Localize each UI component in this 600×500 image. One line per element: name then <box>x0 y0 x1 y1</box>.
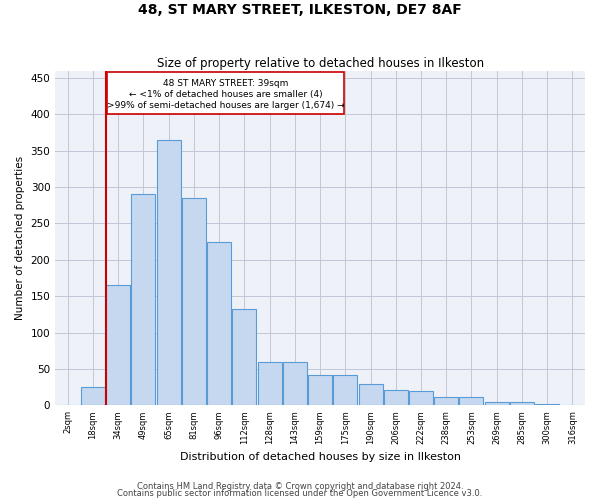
Bar <box>257 362 281 406</box>
Bar <box>308 375 332 406</box>
Bar <box>131 194 155 406</box>
Text: >99% of semi-detached houses are larger (1,674) →: >99% of semi-detached houses are larger … <box>107 100 344 110</box>
Bar <box>106 286 130 406</box>
FancyBboxPatch shape <box>107 72 344 114</box>
Bar <box>460 398 484 406</box>
Bar <box>560 404 584 406</box>
Bar <box>535 404 559 406</box>
Bar <box>485 402 509 406</box>
X-axis label: Distribution of detached houses by size in Ilkeston: Distribution of detached houses by size … <box>179 452 461 462</box>
Bar <box>207 242 231 406</box>
Title: Size of property relative to detached houses in Ilkeston: Size of property relative to detached ho… <box>157 56 484 70</box>
Bar <box>283 362 307 406</box>
Bar <box>510 402 534 406</box>
Bar <box>384 390 408 406</box>
Bar <box>334 375 357 406</box>
Y-axis label: Number of detached properties: Number of detached properties <box>15 156 25 320</box>
Bar <box>56 404 80 406</box>
Text: ← <1% of detached houses are smaller (4): ← <1% of detached houses are smaller (4) <box>128 90 322 98</box>
Text: 48, ST MARY STREET, ILKESTON, DE7 8AF: 48, ST MARY STREET, ILKESTON, DE7 8AF <box>138 2 462 16</box>
Bar <box>409 391 433 406</box>
Bar <box>157 140 181 406</box>
Bar <box>434 398 458 406</box>
Bar <box>182 198 206 406</box>
Text: 48 ST MARY STREET: 39sqm: 48 ST MARY STREET: 39sqm <box>163 78 288 88</box>
Bar <box>359 384 383 406</box>
Bar <box>81 386 105 406</box>
Bar <box>232 308 256 406</box>
Text: Contains public sector information licensed under the Open Government Licence v3: Contains public sector information licen… <box>118 490 482 498</box>
Text: Contains HM Land Registry data © Crown copyright and database right 2024.: Contains HM Land Registry data © Crown c… <box>137 482 463 491</box>
